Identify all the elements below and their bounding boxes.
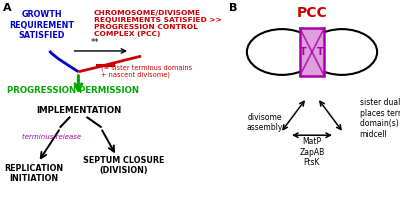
Text: A: A bbox=[3, 3, 12, 13]
Text: sister duality
places terminus
domain(s) at
midcell: sister duality places terminus domain(s)… bbox=[360, 98, 400, 139]
Text: REPLICATION
INITIATION: REPLICATION INITIATION bbox=[4, 164, 63, 183]
Text: T: T bbox=[300, 47, 307, 57]
Text: CHROMOSOME/DIVISOME
REQUIREMENTS SATISFIED >>
PROGRESSION CONTROL
COMPLEX (PCC): CHROMOSOME/DIVISOME REQUIREMENTS SATISFI… bbox=[94, 10, 222, 37]
Text: GROWTH
REQUIREMENT
SATISFIED: GROWTH REQUIREMENT SATISFIED bbox=[9, 10, 74, 40]
Text: IMPLEMENTATION: IMPLEMENTATION bbox=[36, 106, 121, 115]
Text: T: T bbox=[317, 47, 324, 57]
Text: terminus release: terminus release bbox=[22, 134, 82, 140]
Text: B: B bbox=[229, 3, 238, 13]
Text: divisome
assembly: divisome assembly bbox=[246, 113, 283, 132]
Text: **: ** bbox=[91, 38, 100, 47]
Text: SEPTUM CLOSURE
(DIVISION): SEPTUM CLOSURE (DIVISION) bbox=[82, 156, 164, 175]
Bar bbox=[300, 28, 324, 76]
Text: (= sister terminus domains
+ nascent divisome): (= sister terminus domains + nascent div… bbox=[101, 64, 192, 78]
Text: MatP
ZapAB
FtsK: MatP ZapAB FtsK bbox=[299, 137, 325, 167]
Text: PROGRESSION PERMISSION: PROGRESSION PERMISSION bbox=[7, 86, 139, 95]
Text: PCC: PCC bbox=[297, 6, 327, 20]
